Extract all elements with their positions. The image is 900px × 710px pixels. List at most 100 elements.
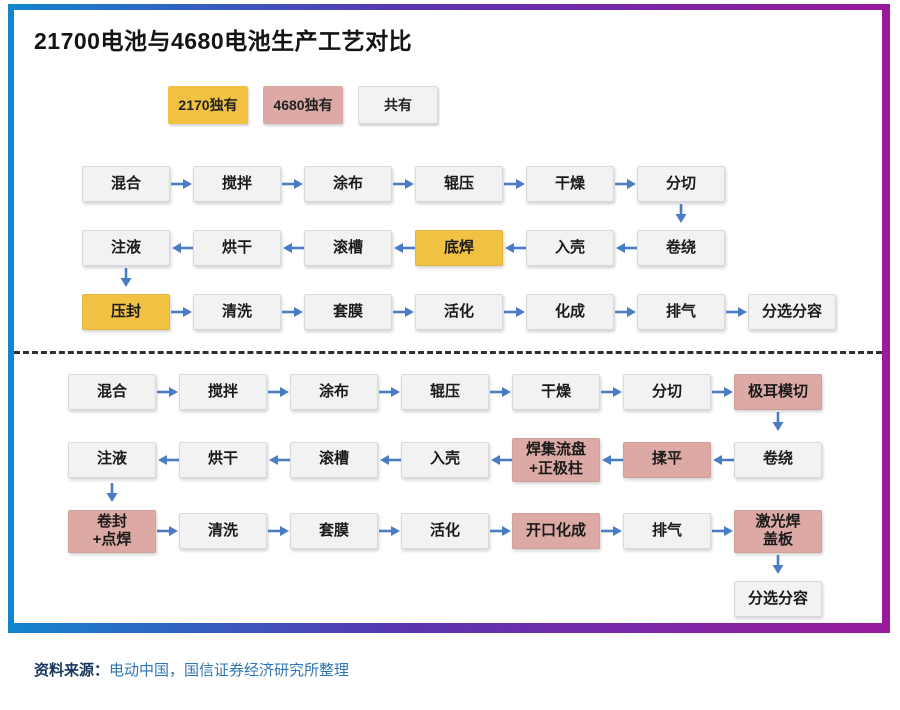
source-label: 资料来源： xyxy=(34,662,110,679)
arrow-left-icon xyxy=(170,242,193,254)
flow-4680-section: 混合 搅拌 涂布 辊压 干燥 分切 极耳模切 注液 烘干 滚槽 入壳 焊集流盘 +正极柱 揉平 卷绕 卷封 … xyxy=(14,374,882,617)
arrow-glyph xyxy=(267,526,289,537)
flow-row: 压封 清洗 套膜 活化 化成 排气 分选分容 xyxy=(82,294,882,330)
flow-step: 干燥 xyxy=(512,374,600,410)
arrow-glyph xyxy=(281,179,303,189)
legend-item: 共有 xyxy=(358,86,438,124)
flow-step: 极耳模切 xyxy=(734,374,822,410)
arrow-right-icon xyxy=(267,525,290,537)
arrow-left-icon xyxy=(503,242,526,254)
arrow-down-icon xyxy=(674,203,688,229)
flow-connector xyxy=(82,202,882,230)
arrow-glyph xyxy=(711,526,733,537)
flow-step: 活化 xyxy=(415,294,503,330)
flow-step: 套膜 xyxy=(304,294,392,330)
flow-step: 注液 xyxy=(82,230,170,266)
arrow-down-icon xyxy=(771,411,785,437)
arrow-glyph xyxy=(170,179,192,189)
arrow-glyph xyxy=(156,387,178,397)
page-title: 21700电池与4680电池生产工艺对比 xyxy=(34,28,413,54)
flow-step: 烘干 xyxy=(179,441,267,478)
arrow-glyph xyxy=(171,243,193,253)
section-divider xyxy=(14,351,882,354)
arrow-glyph xyxy=(489,526,511,537)
legend: 2170独有 4680独有 共有 xyxy=(168,86,882,124)
arrow-glyph xyxy=(378,526,400,537)
arrow-right-icon xyxy=(156,525,179,537)
flow-connector xyxy=(68,482,882,510)
flow-step: 干燥 xyxy=(526,166,614,202)
flow-step: 辊压 xyxy=(401,374,489,410)
arrow-left-icon xyxy=(489,454,512,466)
flow-step: 套膜 xyxy=(290,513,378,550)
arrow-right-icon xyxy=(170,178,193,190)
arrow-left-icon xyxy=(378,454,401,466)
arrow-glyph xyxy=(281,307,303,317)
flow-row: 卷封 +点焊 清洗 套膜 活化 开口化成 排气 激光焊 盖板 xyxy=(68,509,882,553)
flow-step: 压封 xyxy=(82,294,170,330)
arrow-glyph xyxy=(106,483,118,502)
flow-step: 底焊 xyxy=(415,230,503,266)
arrow-glyph xyxy=(157,454,179,465)
arrow-glyph xyxy=(712,454,734,465)
arrow-left-icon xyxy=(600,454,623,466)
source-line: 资料来源：电动中国，国信证券经济研究所整理 xyxy=(34,659,900,680)
flow-step: 排气 xyxy=(637,294,725,330)
arrow-right-icon xyxy=(156,386,179,398)
arrow-glyph xyxy=(489,387,511,397)
flow-step: 开口化成 xyxy=(512,513,600,550)
flow-step: 混合 xyxy=(68,374,156,410)
flow-row: 混合 搅拌 涂布 辊压 干燥 分切 xyxy=(82,166,882,202)
arrow-right-icon xyxy=(170,306,193,318)
arrow-right-icon xyxy=(711,386,734,398)
arrow-glyph xyxy=(156,526,178,537)
arrow-right-icon xyxy=(281,178,304,190)
flow-step: 卷绕 xyxy=(734,441,822,478)
flow-step: 滚槽 xyxy=(304,230,392,266)
arrow-down-icon xyxy=(105,483,119,508)
arrow-glyph xyxy=(392,179,414,189)
arrow-glyph xyxy=(600,387,622,397)
arrow-glyph xyxy=(490,454,512,465)
arrow-right-icon xyxy=(489,525,512,537)
arrow-down-icon xyxy=(771,554,785,580)
arrow-glyph xyxy=(267,387,289,397)
arrow-glyph xyxy=(282,243,304,253)
arrow-right-icon xyxy=(711,525,734,537)
arrow-right-icon xyxy=(489,386,512,398)
flow-step: 烘干 xyxy=(193,230,281,266)
arrow-right-icon xyxy=(503,178,526,190)
arrow-glyph xyxy=(504,243,526,253)
arrow-down-icon xyxy=(119,267,133,293)
flow-step: 卷绕 xyxy=(637,230,725,266)
flow-step: 分切 xyxy=(637,166,725,202)
arrow-glyph xyxy=(378,387,400,397)
flow-step: 焊集流盘 +正极柱 xyxy=(512,438,600,482)
arrow-right-icon xyxy=(614,178,637,190)
flow-step: 入壳 xyxy=(401,441,489,478)
arrow-glyph xyxy=(614,307,636,317)
arrow-right-icon xyxy=(378,525,401,537)
arrow-left-icon xyxy=(711,454,734,466)
flow-row: 分选分容 xyxy=(734,581,882,617)
arrow-right-icon xyxy=(614,306,637,318)
flow-step: 分选分容 xyxy=(748,294,836,330)
flow-step: 混合 xyxy=(82,166,170,202)
figure-panel: 21700电池与4680电池生产工艺对比 2170独有 4680独有 共有 混合 搅拌… xyxy=(8,4,890,633)
legend-item: 2170独有 xyxy=(168,86,248,124)
flow-step: 辊压 xyxy=(415,166,503,202)
flow-step: 分选分容 xyxy=(734,581,822,617)
arrow-right-icon xyxy=(503,306,526,318)
arrow-glyph xyxy=(120,267,132,287)
flow-step: 注液 xyxy=(68,441,156,478)
arrow-right-icon xyxy=(267,386,290,398)
flow-step: 涂布 xyxy=(290,374,378,410)
flow-step: 揉平 xyxy=(623,441,711,478)
flow-step: 卷封 +点焊 xyxy=(68,509,156,553)
arrow-right-icon xyxy=(600,525,623,537)
flow-row: 注液 烘干 滚槽 入壳 焊集流盘 +正极柱 揉平 卷绕 xyxy=(68,438,882,482)
arrow-glyph xyxy=(268,454,290,465)
flow-step: 入壳 xyxy=(526,230,614,266)
arrow-glyph xyxy=(675,203,687,223)
flow-step: 搅拌 xyxy=(193,166,281,202)
